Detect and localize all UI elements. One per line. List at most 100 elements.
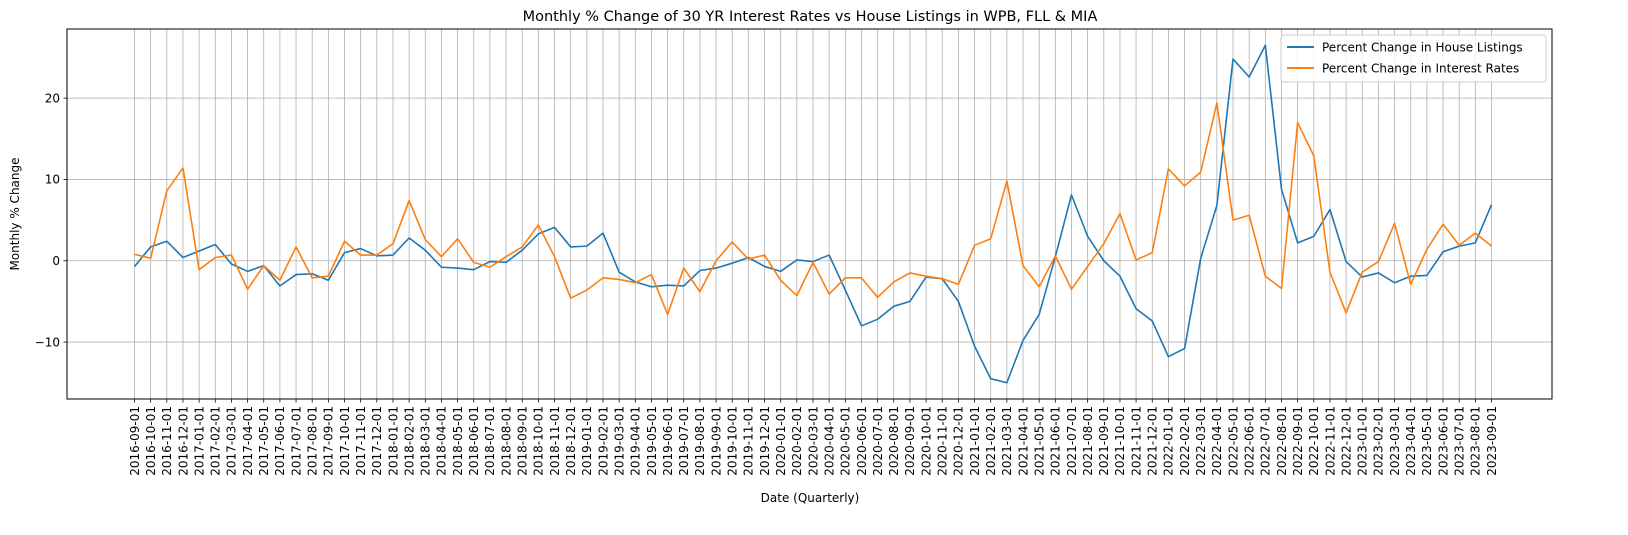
x-tick-label: 2021-09-01	[1097, 406, 1111, 476]
x-tick-label: 2017-08-01	[306, 406, 320, 476]
chart-title: Monthly % Change of 30 YR Interest Rates…	[523, 9, 1098, 25]
x-tick-label: 2022-08-01	[1275, 406, 1289, 476]
legend-label-house-listings: Percent Change in House Listings	[1322, 40, 1523, 54]
x-tick-label: 2019-12-01	[758, 406, 772, 476]
x-tick-label: 2021-11-01	[1129, 406, 1143, 476]
x-tick-label: 2021-01-01	[968, 406, 982, 476]
x-tick-label: 2019-07-01	[677, 406, 691, 476]
x-tick-label: 2021-06-01	[1049, 406, 1063, 476]
x-tick-label: 2018-03-01	[419, 406, 433, 476]
x-tick-label: 2017-04-01	[241, 406, 255, 476]
x-tick-label: 2021-04-01	[1016, 406, 1030, 476]
x-tick-label: 2016-09-01	[128, 406, 142, 476]
x-tick-label: 2022-05-01	[1226, 406, 1240, 476]
x-tick-label: 2019-04-01	[629, 406, 643, 476]
x-tick-label: 2022-03-01	[1194, 406, 1208, 476]
x-tick-label: 2017-01-01	[192, 406, 206, 476]
x-tick-label: 2018-04-01	[435, 406, 449, 476]
y-axis-label: Monthly % Change	[8, 157, 22, 270]
y-tick-label: 0	[52, 254, 60, 268]
x-tick-label: 2023-06-01	[1436, 406, 1450, 476]
x-tick-label: 2017-05-01	[257, 406, 271, 476]
x-tick-label: 2021-12-01	[1146, 406, 1160, 476]
x-tick-label: 2020-11-01	[936, 406, 950, 476]
x-tick-label: 2017-11-01	[354, 406, 368, 476]
x-tick-label: 2016-10-01	[144, 406, 158, 476]
x-tick-label: 2022-01-01	[1162, 406, 1176, 476]
x-tick-label: 2023-01-01	[1356, 406, 1370, 476]
x-axis-label: Date (Quarterly)	[761, 491, 860, 505]
x-tick-label: 2017-06-01	[273, 406, 287, 476]
x-tick-label: 2023-05-01	[1420, 406, 1434, 476]
x-tick-label: 2021-02-01	[984, 406, 998, 476]
x-tick-label: 2020-08-01	[887, 406, 901, 476]
x-tick-label: 2019-06-01	[661, 406, 675, 476]
x-tick-label: 2016-11-01	[160, 406, 174, 476]
plot-frame	[66, 28, 1553, 400]
legend-label-interest-rates: Percent Change in Interest Rates	[1322, 61, 1519, 75]
y-tick-label: 10	[45, 173, 60, 187]
grid-lines	[67, 29, 1552, 399]
y-tick-label: −10	[35, 335, 60, 349]
x-tick-label: 2019-10-01	[726, 406, 740, 476]
x-tick-label: 2023-09-01	[1485, 406, 1499, 476]
x-tick-label: 2021-07-01	[1065, 406, 1079, 476]
x-tick-label: 2019-03-01	[612, 406, 626, 476]
x-tick-label: 2019-01-01	[580, 406, 594, 476]
x-tick-label: 2017-02-01	[209, 406, 223, 476]
x-tick-label: 2023-02-01	[1372, 406, 1386, 476]
x-tick-label: 2018-01-01	[386, 406, 400, 476]
x-tick-label: 2017-12-01	[370, 406, 384, 476]
series-lines	[133, 44, 1493, 384]
x-tick-label: 2018-02-01	[402, 406, 416, 476]
x-tick-label: 2022-06-01	[1242, 406, 1256, 476]
y-axis-ticks: −10 0 10 20	[35, 91, 67, 349]
x-tick-label: 2021-08-01	[1081, 406, 1095, 476]
x-tick-label: 2020-06-01	[855, 406, 869, 476]
y-tick-label: 20	[45, 91, 60, 105]
x-tick-label: 2022-09-01	[1291, 406, 1305, 476]
x-tick-label: 2022-12-01	[1339, 406, 1353, 476]
x-tick-label: 2023-07-01	[1452, 406, 1466, 476]
x-tick-label: 2020-10-01	[919, 406, 933, 476]
x-tick-label: 2020-02-01	[790, 406, 804, 476]
x-tick-label: 2016-12-01	[176, 406, 190, 476]
x-tick-label: 2021-10-01	[1113, 406, 1127, 476]
x-tick-label: 2017-10-01	[338, 406, 352, 476]
x-tick-label: 2020-04-01	[822, 406, 836, 476]
x-tick-label: 2020-12-01	[952, 406, 966, 476]
x-tick-label: 2019-08-01	[693, 406, 707, 476]
x-tick-label: 2018-11-01	[548, 406, 562, 476]
x-tick-label: 2019-05-01	[645, 406, 659, 476]
x-tick-label: 2019-02-01	[596, 406, 610, 476]
x-tick-label: 2020-07-01	[871, 406, 885, 476]
x-tick-label: 2021-03-01	[1000, 406, 1014, 476]
x-tick-label: 2018-05-01	[451, 406, 465, 476]
x-tick-label: 2022-07-01	[1259, 406, 1273, 476]
x-tick-label: 2020-05-01	[839, 406, 853, 476]
x-tick-label: 2021-05-01	[1032, 406, 1046, 476]
x-tick-label: 2018-08-01	[499, 406, 513, 476]
x-tick-label: 2023-04-01	[1404, 406, 1418, 476]
series-line-interest-rates	[134, 102, 1493, 316]
x-tick-label: 2020-03-01	[806, 406, 820, 476]
legend: Percent Change in House Listings Percent…	[1280, 34, 1547, 83]
x-tick-label: 2023-03-01	[1388, 406, 1402, 476]
x-axis-ticks: 2016-09-01 2016-10-01 2016-11-01 2016-12-01…	[128, 399, 1499, 476]
x-tick-label: 2022-04-01	[1210, 406, 1224, 476]
x-tick-label: 2022-11-01	[1323, 406, 1337, 476]
x-tick-label: 2017-09-01	[322, 406, 336, 476]
x-tick-label: 2019-09-01	[709, 406, 723, 476]
x-tick-label: 2022-02-01	[1178, 406, 1192, 476]
x-tick-label: 2020-01-01	[774, 406, 788, 476]
x-tick-label: 2023-08-01	[1469, 406, 1483, 476]
x-tick-label: 2020-09-01	[903, 406, 917, 476]
x-tick-label: 2018-10-01	[532, 406, 546, 476]
x-tick-label: 2017-03-01	[225, 406, 239, 476]
x-tick-label: 2018-07-01	[483, 406, 497, 476]
x-tick-label: 2018-12-01	[564, 406, 578, 476]
legend-box	[1280, 34, 1547, 83]
x-tick-label: 2017-07-01	[289, 406, 303, 476]
series-line-house-listings	[133, 44, 1493, 384]
x-tick-label: 2022-10-01	[1307, 406, 1321, 476]
